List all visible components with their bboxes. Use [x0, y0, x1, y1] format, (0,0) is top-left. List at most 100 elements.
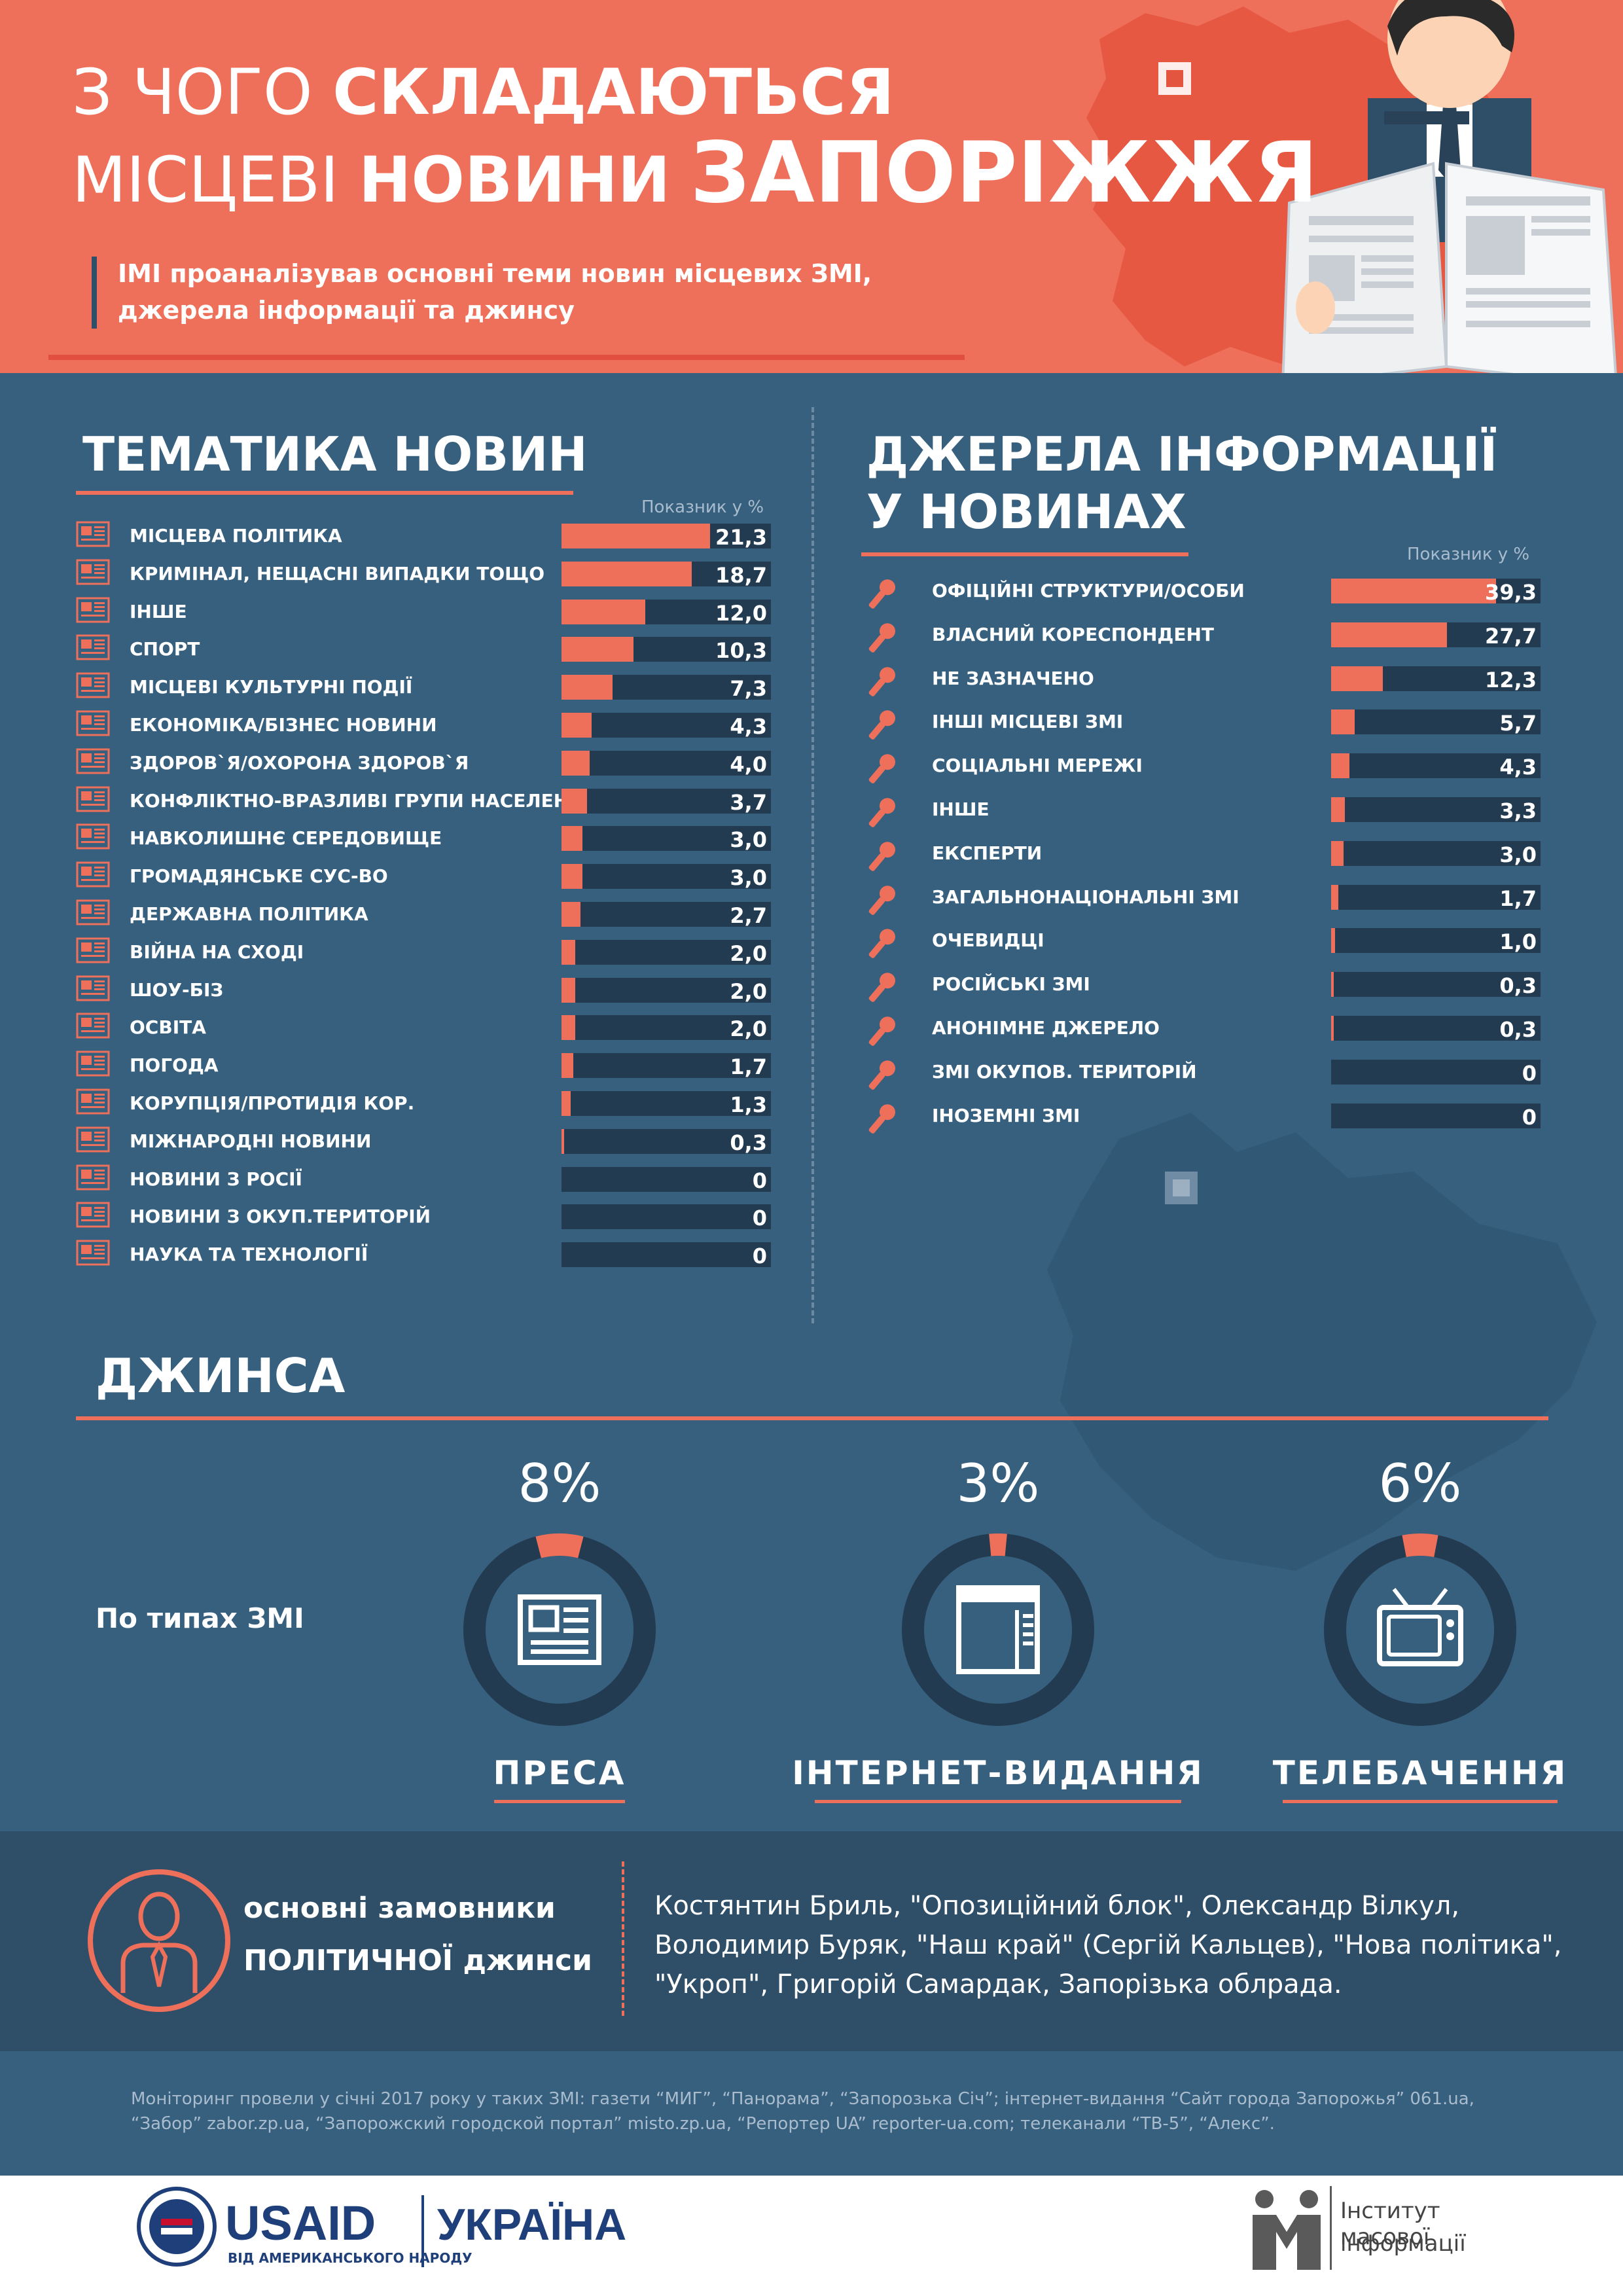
customers-list: Костянтин Бриль, "Опозиційний блок", Оле…	[654, 1886, 1562, 2004]
sources-title-line-2: У НОВИНАХ	[866, 484, 1186, 539]
bar-value-label: 7,3	[730, 676, 767, 702]
bar-track: 27,7	[1331, 622, 1541, 649]
bar-row: ОСВІТА 2,0	[76, 1013, 771, 1042]
bar-track: 21,3	[562, 524, 771, 550]
bar-label: ОЧЕВИДЦІ	[932, 929, 1044, 952]
customers-label-line-2: ПОЛІТИЧНОЇ джинси	[243, 1944, 592, 1977]
column-divider	[812, 407, 814, 1323]
bar-track: 0	[1331, 1059, 1541, 1086]
bar-track: 2,0	[562, 1015, 771, 1042]
tv-icon	[1377, 1588, 1463, 1666]
bar-value-label: 12,0	[715, 600, 767, 626]
jeans-title-rule	[76, 1416, 1548, 1420]
bar-row: ГРОМАДЯНСЬКЕ СУС-ВО 3,0	[76, 861, 771, 890]
microphone-icon	[861, 751, 902, 790]
bar-track: 0	[562, 1242, 771, 1268]
bar-label: ОФІЦІЙНІ СТРУКТУРИ/ОСОБИ	[932, 580, 1245, 601]
donut-segment	[1324, 1534, 1516, 1726]
bar-track: 0,3	[562, 1128, 771, 1155]
newspaper-icon	[76, 597, 110, 626]
bar-track: 3,0	[1331, 840, 1541, 867]
bar-row: ПОГОДА 1,7	[76, 1050, 771, 1080]
bar	[1331, 666, 1383, 691]
bar-value-label: 4,3	[730, 714, 767, 739]
bar-value-label: 39,3	[1485, 580, 1537, 605]
newspaper-icon	[76, 634, 110, 663]
bar	[562, 1053, 574, 1079]
donut-track	[463, 1534, 656, 1726]
bar-row: НОВИНИ З ОКУП.ТЕРИТОРІЙ 0	[76, 1202, 771, 1231]
ukraine-wordmark: УКРАЇНА	[437, 2200, 627, 2250]
by-media-type-label: По типах ЗМІ	[96, 1602, 304, 1634]
bar-value-label: 1,7	[730, 1054, 767, 1080]
bar-value-label: 2,0	[730, 1016, 767, 1042]
bar	[562, 599, 645, 624]
microphone-icon	[861, 882, 902, 922]
bar	[562, 826, 582, 852]
bar-label: ЗАГАЛЬНОНАЦІОНАЛЬНІ ЗМІ	[932, 886, 1240, 908]
bar-row: МІСЦЕВА ПОЛІТИКА 21,3	[76, 521, 771, 550]
bar-row: КРИМІНАЛ, НЕЩАСНІ ВИПАДКИ ТОЩО 18,7	[76, 559, 771, 588]
bar-track: 1,0	[1331, 928, 1541, 955]
bar	[562, 902, 580, 927]
usaid-subline: ВІД АМЕРИКАНСЬКОГО НАРОДУ	[228, 2250, 473, 2266]
newspaper-icon	[76, 1202, 110, 1230]
media-type-rule	[494, 1800, 625, 1803]
donut-ring	[463, 1534, 656, 1726]
newspaper-icon	[76, 748, 110, 777]
bar-label: МІСЦЕВА ПОЛІТИКА	[130, 525, 342, 547]
bar-value-label: 2,0	[730, 978, 767, 1004]
bar-label: МІЖНАРОДНІ НОВИНИ	[130, 1130, 372, 1152]
bar	[562, 713, 592, 738]
bar-track: 0	[1331, 1103, 1541, 1130]
bar-label: НЕ ЗАЗНАЧЕНО	[932, 667, 1094, 689]
newspaper-icon	[76, 1240, 110, 1268]
microphone-icon	[861, 795, 902, 834]
microphone-icon	[861, 838, 902, 878]
bar	[1331, 884, 1338, 910]
background-map-illustration	[1047, 1113, 1597, 1571]
bar-track: 12,3	[1331, 666, 1541, 692]
bar	[1331, 579, 1496, 603]
bar	[562, 939, 576, 965]
bar-label: ІНОЗЕМНІ ЗМІ	[932, 1104, 1080, 1126]
microphone-icon	[861, 1057, 902, 1096]
bar-label: ПОГОДА	[130, 1054, 219, 1077]
bar	[562, 1091, 571, 1116]
jeans-percent: 3%	[956, 1453, 1040, 1514]
newspaper-icon	[76, 937, 110, 966]
topics-title: ТЕМАТИКА НОВИН	[82, 427, 588, 482]
bar-row: ДЕРЖАВНА ПОЛІТИКА 2,7	[76, 899, 771, 928]
title-bold-part: НОВИНИ	[359, 143, 671, 217]
bar	[562, 675, 613, 700]
bar-row: СПОРТ 10,3	[76, 634, 771, 663]
bar-value-label: 0	[752, 1206, 767, 1231]
bar-label: НОВИНИ З ОКУП.ТЕРИТОРІЙ	[130, 1206, 431, 1228]
bar-row: НЕ ЗАЗНАЧЕНО 12,3	[861, 664, 1541, 696]
newspaper-icon	[76, 1050, 110, 1079]
bar	[562, 1128, 564, 1154]
jeans-percent: 8%	[518, 1453, 601, 1514]
newspaper-icon	[76, 710, 110, 739]
media-type-label: ІНТЕРНЕТ-ВИДАННЯ	[792, 1754, 1204, 1792]
microphone-icon	[861, 707, 902, 746]
bar-track: 3,3	[1331, 797, 1541, 823]
bar-row: МІСЦЕВІ КУЛЬТУРНІ ПОДІЇ 7,3	[76, 672, 771, 702]
bar	[562, 750, 590, 776]
bar-track: 1,7	[1331, 884, 1541, 911]
bar-track: 2,7	[562, 902, 771, 928]
bar	[562, 977, 576, 1003]
bar	[562, 637, 633, 662]
bar-label: ШОУ-БІЗ	[130, 978, 224, 1001]
newspaper-icon	[76, 786, 110, 815]
bar-track: 0	[562, 1204, 771, 1231]
title-thin-part: МІСЦЕВІ	[72, 143, 339, 217]
microphone-icon	[861, 620, 902, 659]
bar-row: ІНШЕ 12,0	[76, 597, 771, 626]
bar-value-label: 3,3	[1499, 798, 1537, 823]
bar-value-label: 2,0	[730, 941, 767, 966]
microphone-icon	[861, 969, 902, 1009]
bar-label: НОВИНИ З РОСІЇ	[130, 1168, 302, 1190]
bar-value-label: 1,0	[1499, 929, 1537, 955]
title-bold-part: СКЛАДАЮТЬСЯ	[332, 56, 895, 129]
